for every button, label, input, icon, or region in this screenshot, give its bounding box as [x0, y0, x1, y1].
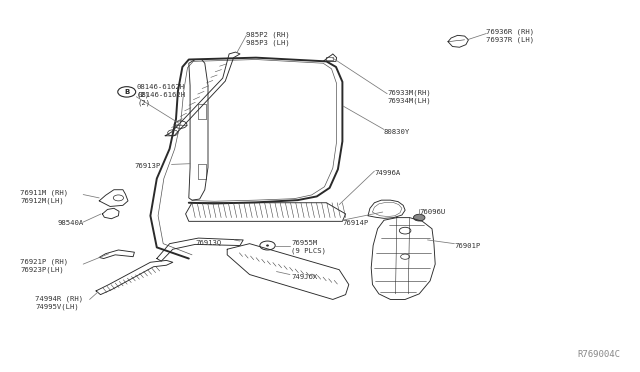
- Text: 76913Q: 76913Q: [195, 239, 221, 245]
- Text: 749J6X: 749J6X: [291, 274, 317, 280]
- Text: 76901P: 76901P: [454, 243, 481, 248]
- Text: 08146-6162H
(2): 08146-6162H (2): [137, 84, 185, 98]
- Text: R769004C: R769004C: [578, 350, 621, 359]
- Text: 98540A: 98540A: [58, 220, 84, 226]
- Text: 08146-6162H
(2): 08146-6162H (2): [138, 92, 186, 106]
- Text: 985P2 (RH)
985P3 (LH): 985P2 (RH) 985P3 (LH): [246, 32, 290, 46]
- Text: 74996A: 74996A: [374, 170, 401, 176]
- Text: 76096U: 76096U: [419, 209, 445, 215]
- Text: 76913P: 76913P: [134, 163, 161, 169]
- Circle shape: [413, 214, 425, 221]
- Circle shape: [266, 245, 269, 246]
- Text: 80830Y: 80830Y: [384, 129, 410, 135]
- Text: 76914P: 76914P: [342, 220, 369, 226]
- Text: 76955M
(9 PLCS): 76955M (9 PLCS): [291, 240, 326, 254]
- Text: 76936R (RH)
76937R (LH): 76936R (RH) 76937R (LH): [486, 28, 534, 42]
- Text: 76911M (RH)
76912M(LH): 76911M (RH) 76912M(LH): [20, 190, 68, 204]
- Text: 76921P (RH)
76923P(LH): 76921P (RH) 76923P(LH): [20, 259, 68, 273]
- Text: B: B: [124, 89, 129, 95]
- Text: 76933M(RH)
76934M(LH): 76933M(RH) 76934M(LH): [387, 90, 431, 104]
- Text: 74994R (RH)
74995V(LH): 74994R (RH) 74995V(LH): [35, 296, 83, 310]
